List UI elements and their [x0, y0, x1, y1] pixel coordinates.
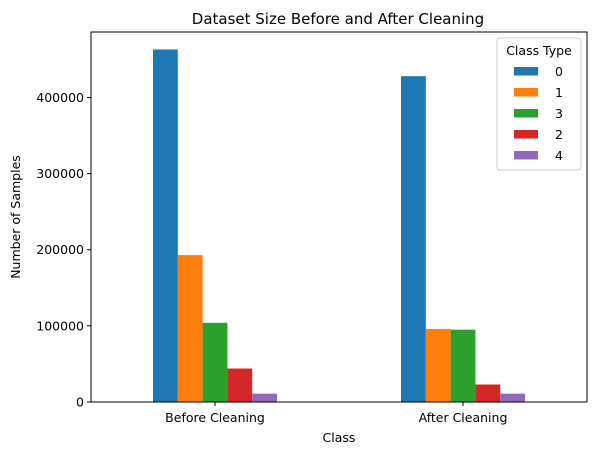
- legend-label-4: 4: [555, 148, 563, 163]
- y-axis: 0 100000 200000 300000 400000: [36, 90, 91, 410]
- y-axis-label: Number of Samples: [8, 155, 23, 279]
- legend-swatch-3: [514, 109, 538, 118]
- x-axis-label: Class: [323, 430, 356, 445]
- bar-series-3-before-cleaning: [202, 322, 228, 402]
- legend-label-3: 3: [555, 106, 563, 121]
- legend-label-2: 2: [555, 127, 563, 142]
- x-tick-label: After Cleaning: [419, 410, 508, 425]
- y-tick-label: 200000: [36, 242, 84, 257]
- bar-series-1-after-cleaning: [425, 328, 451, 402]
- bar-series-0-after-cleaning: [401, 76, 426, 402]
- legend-swatch-0: [514, 67, 538, 76]
- plot-frame: [90, 31, 588, 403]
- bar-series-4-before-cleaning: [252, 393, 277, 402]
- bar-series-0-before-cleaning: [153, 49, 178, 402]
- chart-title: Dataset Size Before and After Cleaning: [192, 10, 484, 28]
- legend-label-0: 0: [555, 64, 563, 79]
- legend: Class Type 0 1 3 2 4: [496, 37, 582, 171]
- x-tick-label: Before Cleaning: [165, 410, 265, 425]
- legend-swatch-4: [514, 151, 538, 160]
- bar-series-2-before-cleaning: [227, 368, 253, 402]
- y-tick-label: 0: [76, 395, 84, 410]
- bar-series-2-after-cleaning: [475, 384, 501, 402]
- x-axis: Before Cleaning After Cleaning: [165, 402, 507, 425]
- bar-series-4-after-cleaning: [500, 393, 525, 402]
- legend-items: 0 1 3 2 4: [514, 64, 563, 163]
- legend-swatch-2: [514, 130, 538, 139]
- y-tick-label: 100000: [36, 318, 84, 333]
- legend-title: Class Type: [506, 43, 572, 58]
- bar-series-3-after-cleaning: [450, 329, 476, 402]
- y-tick-label: 300000: [36, 166, 84, 181]
- y-tick-label: 400000: [36, 90, 84, 105]
- bars: [153, 49, 525, 402]
- bar-series-1-before-cleaning: [177, 255, 203, 402]
- legend-label-1: 1: [555, 85, 563, 100]
- legend-swatch-1: [514, 88, 538, 97]
